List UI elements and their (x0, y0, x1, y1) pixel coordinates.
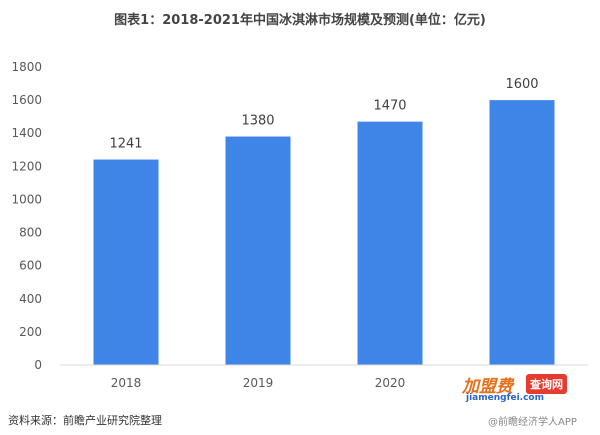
y-tick-label: 1000 (11, 192, 42, 206)
y-tick-label: 1800 (11, 60, 42, 74)
brand-watermark-badge: 查询网 (526, 374, 567, 394)
data-label: 1470 (373, 99, 406, 114)
data-labels: 1241 1380 1470 1600 (109, 77, 538, 151)
bar (225, 136, 291, 365)
x-tick-label: 2019 (243, 376, 274, 390)
brand-watermark: 加盟费 查询网 jiamengfei.com (462, 372, 594, 412)
brand-watermark-main: 加盟费 (462, 377, 513, 397)
y-tick-label: 1400 (11, 126, 42, 140)
bar (357, 121, 423, 365)
y-tick-label: 600 (19, 259, 42, 273)
bar (93, 159, 159, 365)
y-tick-label: 400 (19, 292, 42, 306)
y-axis-ticks: 0 200 400 600 800 1000 1200 1400 1600 1800 (11, 60, 42, 372)
source-note: 资料来源：前瞻产业研究院整理 (8, 414, 162, 427)
y-tick-label: 800 (19, 226, 42, 240)
y-tick-label: 1600 (11, 93, 42, 107)
brand-watermark-url: jiamengfei.com (466, 393, 544, 403)
bar (489, 100, 555, 365)
app-watermark: @前瞻经济学人APP (488, 417, 577, 428)
y-tick-label: 0 (34, 358, 42, 372)
data-label: 1380 (241, 114, 274, 129)
chart-title: 图表1：2018-2021年中国冰淇淋市场规模及预测(单位：亿元) (114, 13, 486, 28)
y-tick-label: 1200 (11, 159, 42, 173)
data-label: 1241 (109, 137, 142, 152)
x-axis-ticks: 2018 2019 2020 (111, 376, 406, 390)
data-label: 1600 (505, 77, 538, 92)
x-tick-label: 2018 (111, 376, 142, 390)
x-tick-label: 2020 (375, 376, 406, 390)
bars (93, 100, 555, 365)
y-tick-label: 200 (19, 325, 42, 339)
